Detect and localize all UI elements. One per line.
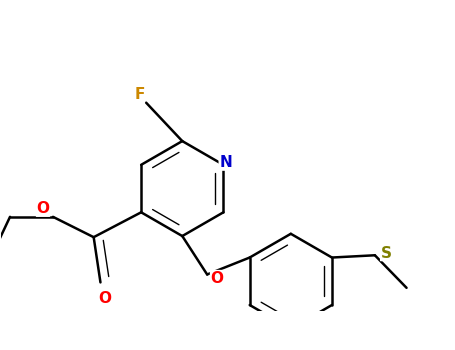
Text: F: F: [134, 87, 145, 102]
Text: O: O: [211, 271, 223, 286]
Text: O: O: [98, 291, 111, 306]
Text: S: S: [381, 245, 392, 260]
Text: N: N: [219, 155, 232, 170]
Text: O: O: [36, 201, 50, 216]
